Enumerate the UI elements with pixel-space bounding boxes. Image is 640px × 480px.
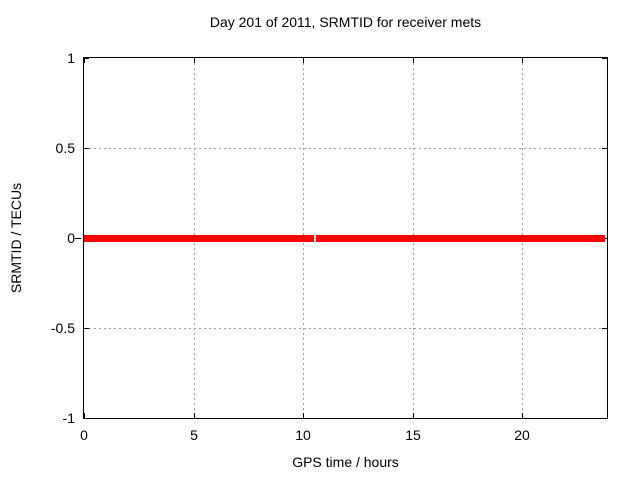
x-tick-label: 5 xyxy=(190,427,198,443)
y-tick-label: -1 xyxy=(62,410,75,426)
y-tick-mark xyxy=(602,418,607,419)
y-tick-mark xyxy=(602,58,607,59)
chart-title: Day 201 of 2011, SRMTID for receiver met… xyxy=(209,14,482,30)
y-tick-label: 0 xyxy=(67,230,75,246)
x-tick-mark xyxy=(303,413,304,418)
gridline-horizontal xyxy=(84,328,607,329)
x-tick-mark xyxy=(413,413,414,418)
y-tick-mark xyxy=(84,148,89,149)
x-tick-label: 10 xyxy=(295,427,311,443)
gridline-horizontal xyxy=(84,148,607,149)
x-tick-mark xyxy=(84,413,85,418)
x-tick-mark xyxy=(413,58,414,63)
x-tick-label: 0 xyxy=(80,427,88,443)
x-tick-mark xyxy=(522,58,523,63)
y-tick-label: 0.5 xyxy=(55,140,75,156)
series-segment-srmtid xyxy=(84,235,314,242)
y-tick-mark xyxy=(84,328,89,329)
plot-area xyxy=(83,57,608,419)
y-tick-label: -0.5 xyxy=(50,320,75,336)
x-tick-label: 20 xyxy=(514,427,530,443)
y-tick-mark xyxy=(602,328,607,329)
series-segment-srmtid xyxy=(316,235,605,242)
x-tick-mark xyxy=(194,413,195,418)
x-tick-mark xyxy=(522,413,523,418)
x-tick-mark xyxy=(194,58,195,63)
y-tick-mark xyxy=(602,148,607,149)
x-axis-label: GPS time / hours xyxy=(292,454,399,470)
zero-outward-tick-mark xyxy=(75,238,81,239)
y-tick-mark xyxy=(84,58,89,59)
x-tick-mark xyxy=(303,58,304,63)
y-axis-label: SRMTID / TECUs xyxy=(8,182,24,294)
x-tick-label: 15 xyxy=(405,427,421,443)
y-tick-mark xyxy=(84,418,89,419)
x-tick-mark xyxy=(84,58,85,63)
y-tick-label: 1 xyxy=(67,50,75,66)
